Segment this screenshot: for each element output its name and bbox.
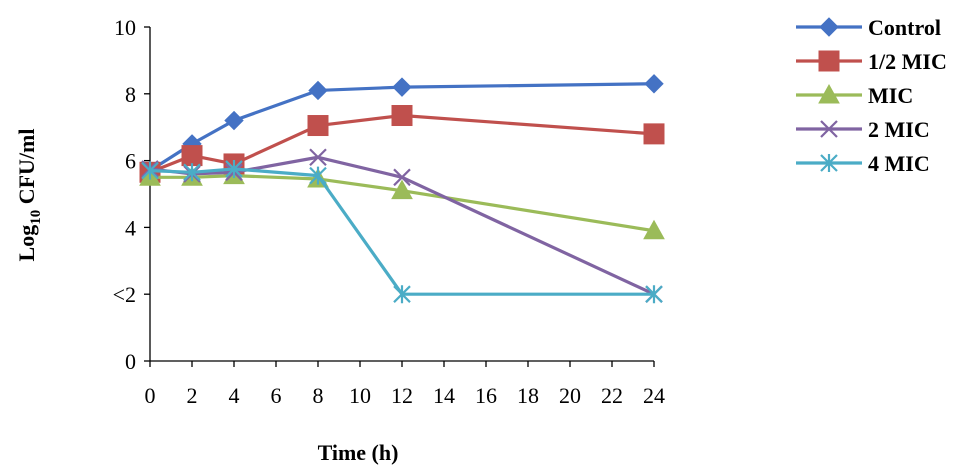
data-point bbox=[308, 80, 328, 101]
data-point bbox=[643, 219, 665, 240]
y-axis-title-main: Log bbox=[14, 225, 39, 262]
data-point bbox=[309, 166, 327, 185]
legend-item: Control bbox=[796, 15, 941, 40]
legend-item: 2 MIC bbox=[796, 117, 930, 142]
legend-item: 4 MIC bbox=[796, 151, 930, 176]
data-point bbox=[393, 168, 411, 187]
series-line bbox=[149, 167, 654, 296]
legend-marker bbox=[820, 154, 838, 172]
legend-label: 2 MIC bbox=[868, 117, 930, 142]
legend-item: 1/2 MIC bbox=[796, 49, 947, 74]
data-point bbox=[645, 285, 663, 304]
legend-marker bbox=[819, 17, 839, 37]
y-tick-label: 6 bbox=[125, 149, 136, 174]
x-tick-label: 0 bbox=[145, 383, 156, 408]
x-tick-label: 16 bbox=[475, 383, 497, 408]
y-tick-label: <2 bbox=[113, 282, 136, 307]
legend-label: Control bbox=[868, 15, 941, 40]
y-axis-title: Log10 CFU/ml bbox=[14, 129, 44, 262]
data-point bbox=[643, 123, 665, 145]
y-axis-title-rest: CFU/ml bbox=[14, 129, 39, 210]
legend: Control 1/2 MIC MIC 2 MIC 4 MIC bbox=[796, 15, 947, 176]
data-point bbox=[225, 159, 243, 178]
data-point bbox=[183, 163, 201, 182]
data-point bbox=[391, 105, 413, 127]
x-tick-label: 10 bbox=[349, 383, 371, 408]
legend-label: MIC bbox=[868, 83, 913, 108]
data-point bbox=[393, 285, 411, 304]
data-point bbox=[224, 110, 244, 131]
legend-marker bbox=[818, 83, 840, 104]
series-control bbox=[140, 74, 664, 181]
y-axis-title-sub: 10 bbox=[28, 210, 44, 225]
y-tick-label: 0 bbox=[125, 349, 136, 374]
x-tick-label: 20 bbox=[559, 383, 581, 408]
legend-marker bbox=[818, 50, 840, 72]
data-point bbox=[141, 161, 159, 180]
data-point bbox=[307, 115, 329, 137]
series-layer bbox=[139, 74, 665, 304]
x-tick-label: 22 bbox=[601, 383, 623, 408]
x-tick-label: 12 bbox=[391, 383, 413, 408]
data-point bbox=[644, 74, 664, 94]
series-4-mic bbox=[141, 159, 663, 304]
y-tick-label: 10 bbox=[114, 15, 136, 40]
legend-label: 1/2 MIC bbox=[868, 49, 947, 74]
data-point bbox=[392, 77, 412, 97]
x-tick-label: 14 bbox=[433, 383, 455, 408]
x-tick-label: 24 bbox=[643, 383, 665, 408]
legend-marker bbox=[820, 120, 838, 138]
x-tick-label: 4 bbox=[229, 383, 240, 408]
x-tick-label: 2 bbox=[187, 383, 198, 408]
data-point bbox=[309, 148, 327, 167]
data-point bbox=[391, 179, 413, 200]
data-point bbox=[181, 145, 203, 167]
series-2-mic bbox=[141, 148, 663, 303]
legend-item: MIC bbox=[796, 83, 913, 108]
legend-label: 4 MIC bbox=[868, 151, 930, 176]
x-tick-label: 6 bbox=[271, 383, 282, 408]
y-tick-label: 8 bbox=[125, 82, 136, 107]
x-tick-label: 18 bbox=[517, 383, 539, 408]
y-tick-label: 4 bbox=[125, 215, 136, 240]
x-tick-label: 8 bbox=[313, 383, 324, 408]
x-axis-title: Time (h) bbox=[318, 440, 399, 465]
